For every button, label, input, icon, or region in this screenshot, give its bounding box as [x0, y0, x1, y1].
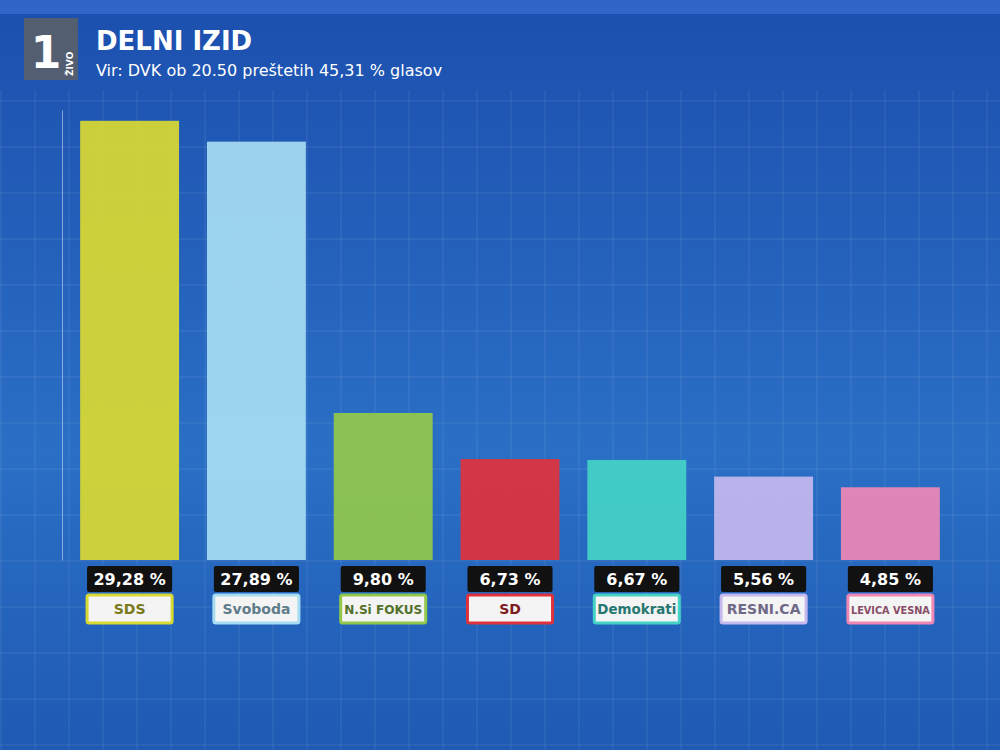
chart: 1ŽIVO DELNI IZID Vir: DVK ob 20.50 preštet… — [0, 0, 1000, 750]
pattern-line — [0, 652, 1000, 654]
pattern-line — [0, 698, 1000, 700]
data-label-box — [87, 566, 172, 592]
data-label-box — [214, 566, 299, 592]
pattern-line — [782, 90, 784, 750]
header-strip — [0, 0, 1000, 14]
background — [0, 0, 1000, 750]
data-label-box — [848, 566, 933, 592]
pattern-line — [68, 90, 70, 750]
category-label: N.Si FOKUS — [344, 603, 422, 617]
pattern-line — [34, 90, 36, 750]
category-box — [594, 595, 679, 623]
data-label: 5,56 % — [733, 570, 794, 589]
data-label: 6,73 % — [479, 570, 540, 589]
category-box — [214, 595, 299, 623]
data-label: 29,28 % — [93, 570, 165, 589]
category-box — [721, 595, 806, 623]
pattern-line — [918, 90, 920, 750]
title: DELNI IZID — [96, 26, 252, 56]
category-box — [341, 595, 426, 623]
background-pattern — [0, 90, 1000, 750]
bar — [841, 487, 940, 560]
pattern-line — [578, 90, 580, 750]
category-label: RESNI.CA — [727, 601, 801, 617]
data-label-box — [594, 566, 679, 592]
pattern-line — [646, 90, 648, 750]
bar — [334, 413, 433, 560]
category-box — [87, 595, 172, 623]
pattern-line — [442, 90, 444, 750]
pattern-line — [0, 100, 1000, 102]
pattern-line — [0, 744, 1000, 746]
live-label: ŽIVO — [64, 51, 75, 76]
x-axis: SDS Svoboda N.Si FOKUS SD Demokrati RESNI.CA L… — [87, 595, 933, 623]
category-box — [848, 595, 933, 623]
subtitle: Vir: DVK ob 20.50 preštetih 45,31 % glas… — [96, 61, 442, 80]
channel-number: 1 — [31, 27, 62, 78]
data-label: 4,85 % — [860, 570, 921, 589]
y-axis — [62, 111, 63, 561]
category-box — [467, 595, 552, 623]
bar — [587, 460, 686, 560]
pattern-line — [748, 90, 750, 750]
data-label: 6,67 % — [606, 570, 667, 589]
pattern-line — [884, 90, 886, 750]
bar — [80, 121, 179, 560]
data-label: 9,80 % — [353, 570, 414, 589]
data-label-box — [467, 566, 552, 592]
pattern-line — [986, 90, 988, 750]
pattern-line — [306, 90, 308, 750]
category-label: SD — [499, 601, 521, 617]
pattern-line — [612, 90, 614, 750]
pattern-line — [850, 90, 852, 750]
data-label-box — [341, 566, 426, 592]
data-label-box — [721, 566, 806, 592]
pattern-line — [204, 90, 206, 750]
pattern-line — [952, 90, 954, 750]
pattern-line — [0, 90, 2, 750]
pattern-line — [714, 90, 716, 750]
y-axis-line — [62, 111, 63, 561]
category-label: Svoboda — [222, 601, 290, 617]
pattern-line — [476, 90, 478, 750]
channel-box — [24, 18, 78, 80]
pattern-line — [0, 560, 1000, 562]
category-label: Demokrati — [597, 602, 676, 617]
data-labels: 29,28 % 27,89 % 9,80 % 6,73 % 6,67 % 5,56 % 4,… — [87, 566, 933, 592]
pattern-line — [510, 90, 512, 750]
bars — [80, 121, 940, 560]
bar — [461, 459, 560, 560]
category-label: LEVICA VESNA — [851, 605, 930, 616]
pattern-line — [680, 90, 682, 750]
bar — [714, 477, 813, 560]
bar — [207, 142, 306, 560]
pattern-line — [816, 90, 818, 750]
pattern-line — [544, 90, 546, 750]
data-label: 27,89 % — [220, 570, 292, 589]
category-label: SDS — [114, 601, 146, 617]
